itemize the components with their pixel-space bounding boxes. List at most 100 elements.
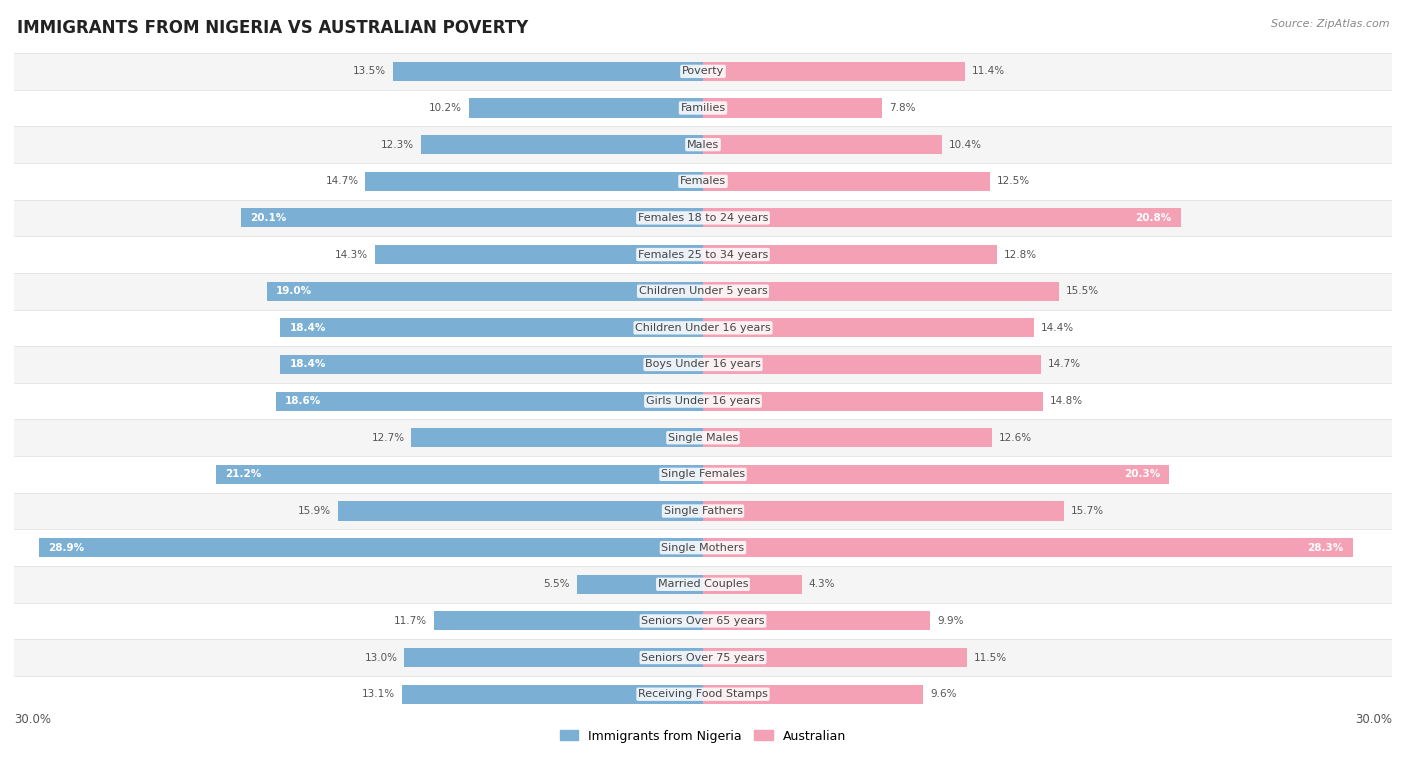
Bar bbox=[14, 89, 1392, 127]
Bar bbox=[14, 346, 1392, 383]
Bar bbox=[703, 648, 967, 667]
Text: Poverty: Poverty bbox=[682, 67, 724, 77]
Bar bbox=[14, 566, 1392, 603]
Bar bbox=[468, 99, 703, 117]
Text: 18.4%: 18.4% bbox=[290, 359, 326, 369]
Text: 9.9%: 9.9% bbox=[938, 616, 963, 626]
Bar bbox=[14, 603, 1392, 639]
Text: Single Males: Single Males bbox=[668, 433, 738, 443]
Text: 11.4%: 11.4% bbox=[972, 67, 1005, 77]
Text: 28.3%: 28.3% bbox=[1308, 543, 1344, 553]
Text: 12.8%: 12.8% bbox=[1004, 249, 1038, 259]
Text: 14.7%: 14.7% bbox=[325, 177, 359, 186]
Bar bbox=[337, 502, 703, 521]
Text: Males: Males bbox=[688, 139, 718, 149]
Bar bbox=[703, 538, 1353, 557]
Text: 13.0%: 13.0% bbox=[364, 653, 398, 662]
Bar bbox=[14, 676, 1392, 713]
Text: 18.6%: 18.6% bbox=[285, 396, 322, 406]
Text: 15.7%: 15.7% bbox=[1070, 506, 1104, 516]
Text: 13.1%: 13.1% bbox=[363, 689, 395, 699]
Bar bbox=[14, 529, 1392, 566]
Bar bbox=[703, 245, 997, 264]
Text: Families: Families bbox=[681, 103, 725, 113]
Bar bbox=[280, 355, 703, 374]
Bar bbox=[392, 62, 703, 81]
Bar bbox=[14, 639, 1392, 676]
Text: 18.4%: 18.4% bbox=[290, 323, 326, 333]
Bar bbox=[374, 245, 703, 264]
Bar bbox=[366, 172, 703, 191]
Text: 14.3%: 14.3% bbox=[335, 249, 368, 259]
Bar bbox=[14, 383, 1392, 419]
Bar bbox=[242, 208, 703, 227]
Bar bbox=[405, 648, 703, 667]
Bar bbox=[267, 282, 703, 301]
Text: 5.5%: 5.5% bbox=[543, 579, 569, 589]
Bar bbox=[576, 575, 703, 594]
Text: 4.3%: 4.3% bbox=[808, 579, 835, 589]
Text: Seniors Over 75 years: Seniors Over 75 years bbox=[641, 653, 765, 662]
Text: 20.1%: 20.1% bbox=[250, 213, 287, 223]
Bar bbox=[412, 428, 703, 447]
Text: 21.2%: 21.2% bbox=[225, 469, 262, 479]
Bar bbox=[703, 465, 1170, 484]
Bar bbox=[14, 419, 1392, 456]
Text: Single Females: Single Females bbox=[661, 469, 745, 479]
Bar bbox=[280, 318, 703, 337]
Text: 10.4%: 10.4% bbox=[949, 139, 981, 149]
Text: 15.9%: 15.9% bbox=[298, 506, 330, 516]
Bar bbox=[703, 208, 1181, 227]
Text: Girls Under 16 years: Girls Under 16 years bbox=[645, 396, 761, 406]
Bar bbox=[14, 309, 1392, 346]
Bar bbox=[703, 502, 1063, 521]
Bar bbox=[703, 428, 993, 447]
Text: 30.0%: 30.0% bbox=[14, 713, 51, 725]
Text: 14.7%: 14.7% bbox=[1047, 359, 1081, 369]
Bar bbox=[703, 135, 942, 154]
Text: 7.8%: 7.8% bbox=[889, 103, 915, 113]
Text: 14.8%: 14.8% bbox=[1050, 396, 1083, 406]
Legend: Immigrants from Nigeria, Australian: Immigrants from Nigeria, Australian bbox=[560, 729, 846, 743]
Bar bbox=[14, 53, 1392, 89]
Text: 11.7%: 11.7% bbox=[394, 616, 427, 626]
Text: IMMIGRANTS FROM NIGERIA VS AUSTRALIAN POVERTY: IMMIGRANTS FROM NIGERIA VS AUSTRALIAN PO… bbox=[17, 19, 529, 37]
Text: Single Mothers: Single Mothers bbox=[661, 543, 745, 553]
Text: 13.5%: 13.5% bbox=[353, 67, 387, 77]
Text: 12.7%: 12.7% bbox=[371, 433, 405, 443]
Bar bbox=[703, 318, 1033, 337]
Text: Receiving Food Stamps: Receiving Food Stamps bbox=[638, 689, 768, 699]
Text: 15.5%: 15.5% bbox=[1066, 287, 1099, 296]
Text: 14.4%: 14.4% bbox=[1040, 323, 1074, 333]
Bar bbox=[420, 135, 703, 154]
Text: 11.5%: 11.5% bbox=[974, 653, 1007, 662]
Text: Boys Under 16 years: Boys Under 16 years bbox=[645, 359, 761, 369]
Bar bbox=[703, 392, 1043, 411]
Text: 12.6%: 12.6% bbox=[1000, 433, 1032, 443]
Text: 20.3%: 20.3% bbox=[1123, 469, 1160, 479]
Text: 20.8%: 20.8% bbox=[1135, 213, 1171, 223]
Bar bbox=[703, 282, 1059, 301]
Text: Married Couples: Married Couples bbox=[658, 579, 748, 589]
Text: 28.9%: 28.9% bbox=[48, 543, 84, 553]
Text: 10.2%: 10.2% bbox=[429, 103, 461, 113]
Bar bbox=[14, 456, 1392, 493]
Text: Seniors Over 65 years: Seniors Over 65 years bbox=[641, 616, 765, 626]
Bar bbox=[703, 355, 1040, 374]
Bar bbox=[703, 172, 990, 191]
Bar bbox=[14, 273, 1392, 309]
Bar bbox=[39, 538, 703, 557]
Bar bbox=[703, 575, 801, 594]
Bar bbox=[14, 127, 1392, 163]
Text: Females: Females bbox=[681, 177, 725, 186]
Bar bbox=[434, 612, 703, 631]
Text: Females 18 to 24 years: Females 18 to 24 years bbox=[638, 213, 768, 223]
Text: Children Under 16 years: Children Under 16 years bbox=[636, 323, 770, 333]
Bar bbox=[14, 199, 1392, 236]
Bar bbox=[703, 612, 931, 631]
Bar bbox=[703, 684, 924, 703]
Text: 12.3%: 12.3% bbox=[381, 139, 413, 149]
Bar bbox=[217, 465, 703, 484]
Bar bbox=[276, 392, 703, 411]
Bar bbox=[14, 163, 1392, 199]
